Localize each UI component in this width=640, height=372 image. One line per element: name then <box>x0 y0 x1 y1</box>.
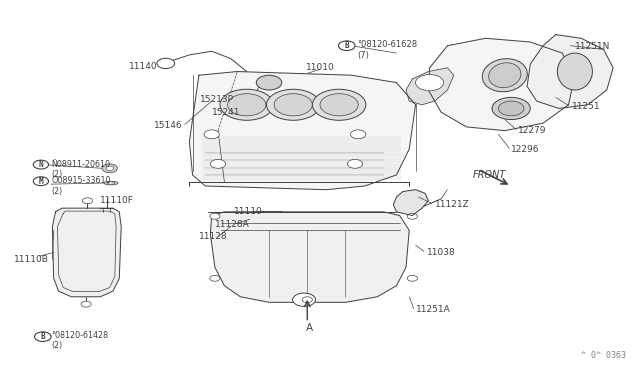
Circle shape <box>33 160 49 169</box>
Text: °08120-61628
(7): °08120-61628 (7) <box>357 41 417 60</box>
Polygon shape <box>394 190 428 215</box>
Circle shape <box>210 213 220 219</box>
Text: FRONT: FRONT <box>473 170 506 180</box>
Circle shape <box>292 293 316 307</box>
Circle shape <box>302 297 312 303</box>
Text: 11251A: 11251A <box>415 305 451 314</box>
Polygon shape <box>527 35 613 109</box>
Circle shape <box>35 332 51 341</box>
Circle shape <box>492 97 531 119</box>
Text: 11110F: 11110F <box>100 196 134 205</box>
Text: A: A <box>306 323 313 333</box>
Text: N: N <box>38 160 44 169</box>
Text: 11110: 11110 <box>234 207 263 217</box>
Circle shape <box>274 94 312 116</box>
Circle shape <box>33 177 49 186</box>
Text: 11038: 11038 <box>427 248 456 257</box>
Circle shape <box>106 166 113 170</box>
Circle shape <box>256 75 282 90</box>
Ellipse shape <box>483 59 527 92</box>
Polygon shape <box>52 208 121 297</box>
Circle shape <box>266 89 320 120</box>
Polygon shape <box>189 71 415 190</box>
Text: Ñ08911-20610
(2): Ñ08911-20610 (2) <box>51 160 110 179</box>
Circle shape <box>83 198 93 204</box>
Ellipse shape <box>489 63 521 88</box>
Text: 11128: 11128 <box>199 232 228 241</box>
Text: 11251N: 11251N <box>575 42 611 51</box>
Circle shape <box>102 164 117 173</box>
Text: 11121Z: 11121Z <box>435 200 470 209</box>
Ellipse shape <box>557 53 593 90</box>
Circle shape <box>407 275 417 281</box>
Polygon shape <box>428 38 575 131</box>
Text: 12279: 12279 <box>518 126 546 135</box>
Circle shape <box>499 101 524 116</box>
Polygon shape <box>211 212 409 302</box>
Ellipse shape <box>107 182 115 184</box>
Polygon shape <box>406 68 454 105</box>
Text: ^ 0^ 0363: ^ 0^ 0363 <box>581 350 626 359</box>
Circle shape <box>210 275 220 281</box>
Circle shape <box>204 130 220 139</box>
Text: 11251: 11251 <box>572 102 600 111</box>
Text: B: B <box>40 332 45 341</box>
Text: 12296: 12296 <box>511 145 540 154</box>
Circle shape <box>407 213 417 219</box>
Text: 15241: 15241 <box>212 108 241 117</box>
Circle shape <box>81 301 92 307</box>
Circle shape <box>220 89 273 120</box>
Circle shape <box>339 41 355 51</box>
Text: 15213P: 15213P <box>200 95 234 104</box>
Text: 11128A: 11128A <box>215 220 250 229</box>
Text: 11140: 11140 <box>129 61 157 71</box>
Text: 11010: 11010 <box>306 63 334 72</box>
Text: B: B <box>344 41 349 50</box>
Text: M: M <box>38 177 44 186</box>
Circle shape <box>415 74 444 91</box>
Circle shape <box>312 89 366 120</box>
Text: 11110B: 11110B <box>14 255 49 264</box>
Ellipse shape <box>104 181 118 185</box>
Circle shape <box>211 160 226 168</box>
Text: 15146: 15146 <box>154 121 183 129</box>
Circle shape <box>228 94 266 116</box>
Circle shape <box>320 94 358 116</box>
Text: Ò08915-33610
(2): Ò08915-33610 (2) <box>51 176 111 196</box>
Circle shape <box>157 58 175 68</box>
Circle shape <box>348 160 363 168</box>
Circle shape <box>351 130 366 139</box>
Text: °08120-61428
(2): °08120-61428 (2) <box>51 331 108 350</box>
